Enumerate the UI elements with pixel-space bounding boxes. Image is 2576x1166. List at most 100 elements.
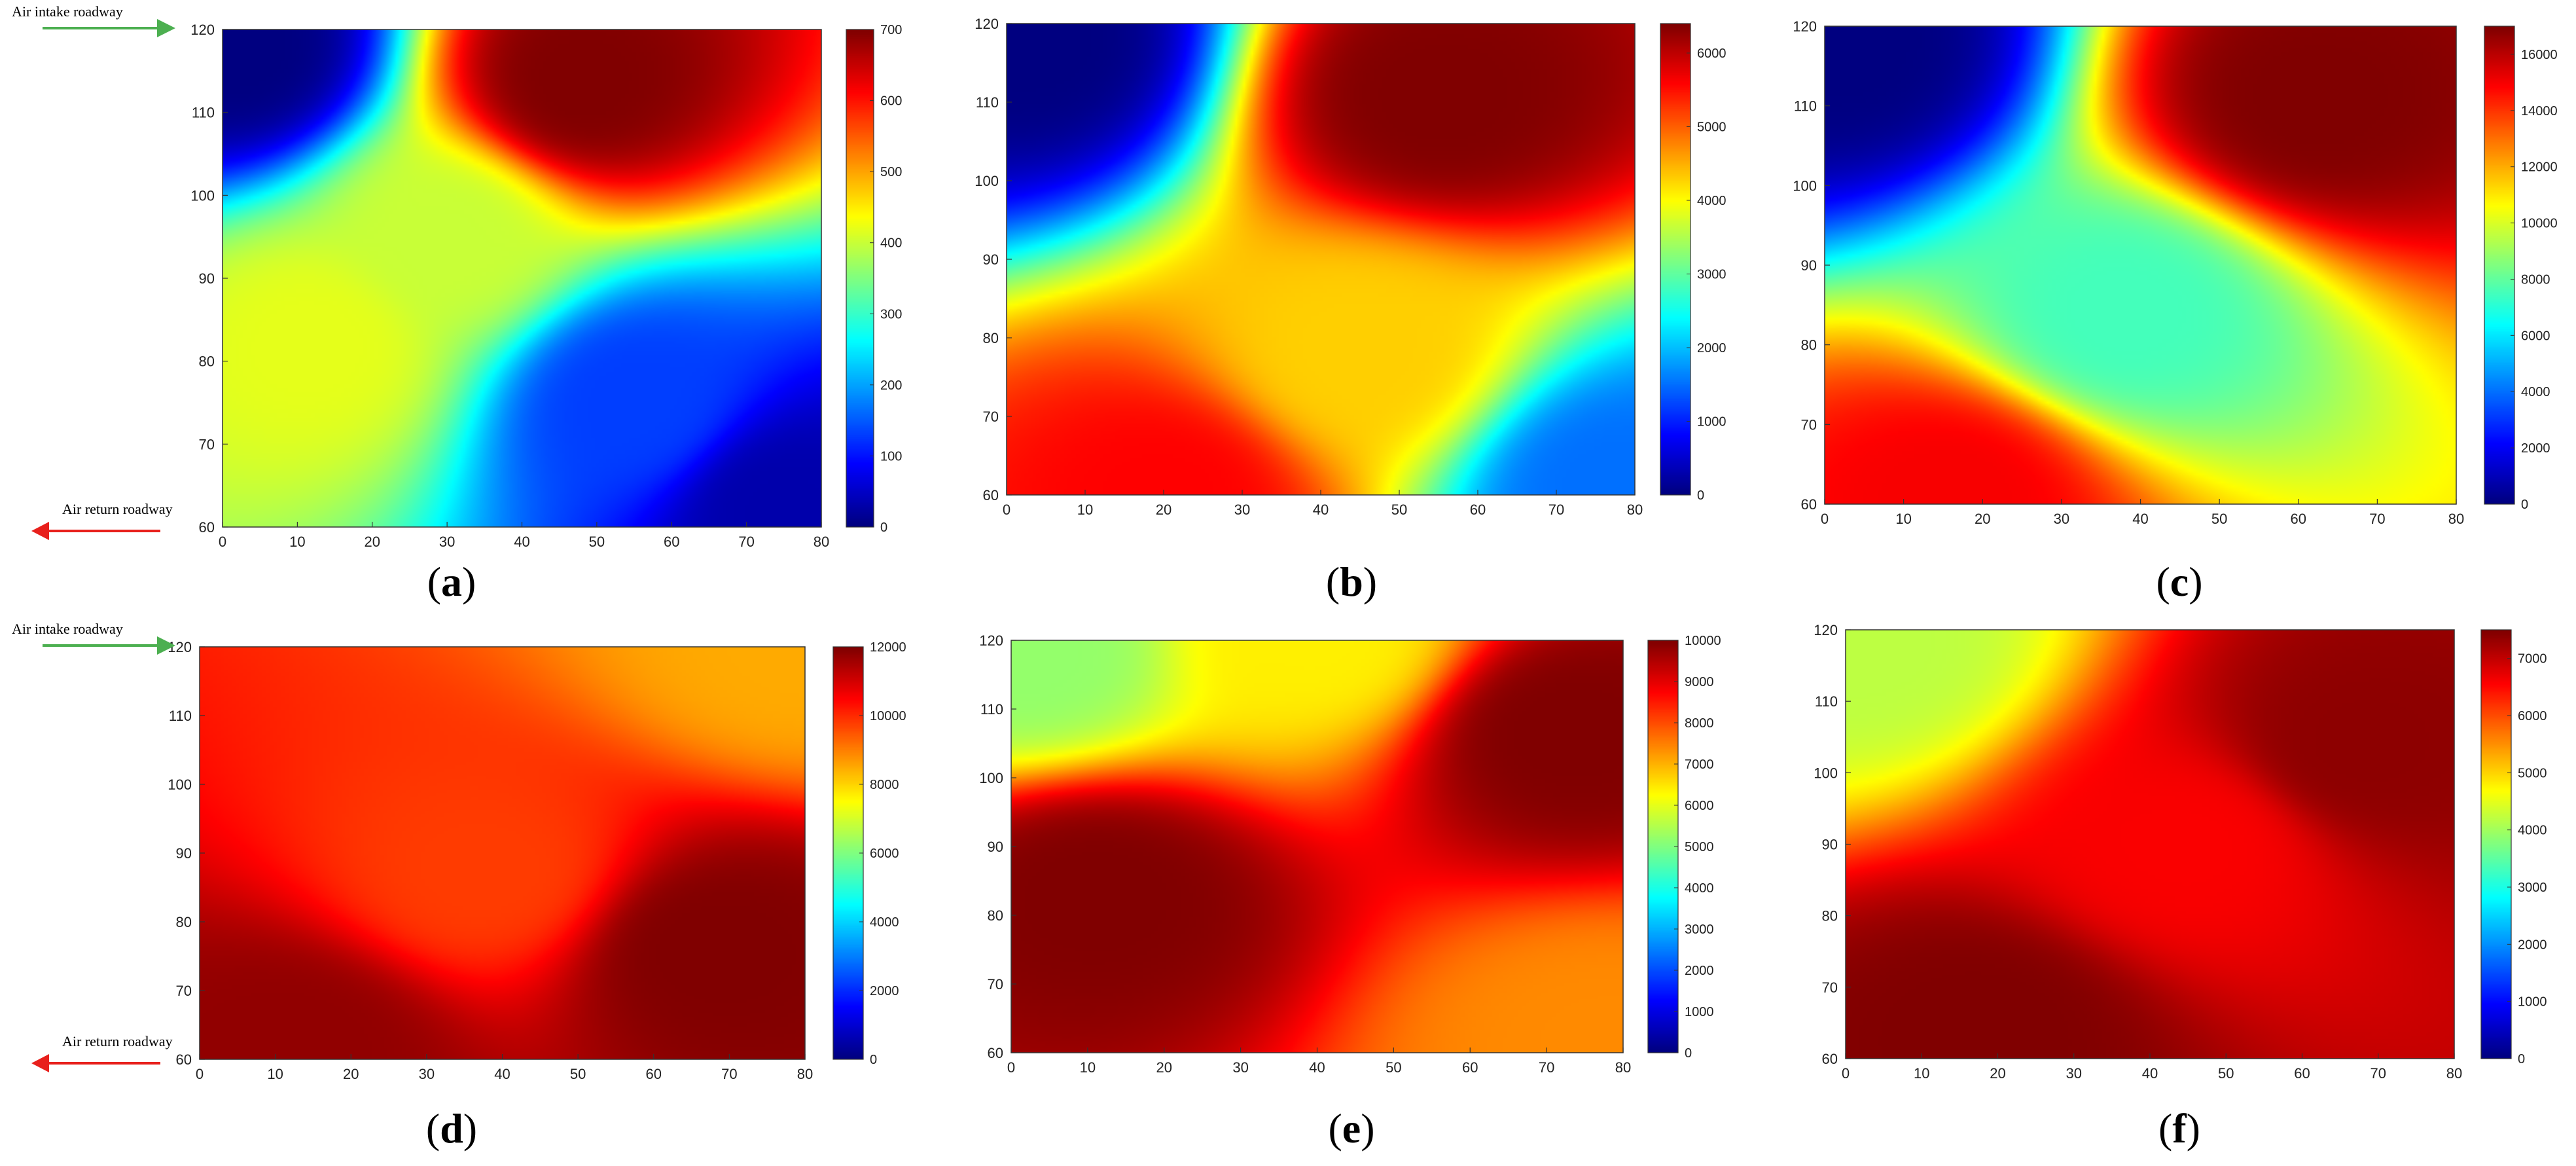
x-tick-label: 10 [1914,1065,1929,1082]
y-tick-label: 110 [192,105,215,121]
colorbar-tick-label: 400 [880,236,902,251]
y-tick-label: 70 [199,436,215,452]
y-tick-label: 70 [1822,979,1838,996]
colorbar-f [2481,630,2511,1059]
colorbar-tick-label: 8000 [2521,272,2550,287]
colorbar-tick-label: 0 [870,1053,877,1067]
x-tick-label: 50 [2218,1065,2234,1082]
y-tick-label: 60 [1822,1051,1838,1067]
x-tick-label: 50 [589,534,605,550]
colorbar-tick-label: 10000 [1685,634,1721,648]
colorbar-tick-label: 2000 [2518,938,2547,952]
colorbar-tick-label: 0 [1685,1046,1692,1061]
colorbar-tick-label: 16000 [2521,48,2558,62]
x-tick-label: 10 [1080,1059,1096,1076]
colorbar-tick-label: 4000 [1697,194,1726,208]
colorbar-tick-label: 5000 [1697,120,1726,135]
air-intake-arrow-head [157,19,175,37]
x-tick-label: 0 [1003,501,1011,518]
heatmap-field-d [200,647,805,1059]
x-tick-label: 80 [2448,511,2464,527]
colorbar-tick-label: 3000 [2518,881,2547,895]
colorbar-tick-label: 14000 [2521,104,2558,118]
y-tick-label: 120 [190,22,215,38]
y-tick-label: 120 [1793,18,1817,35]
y-tick-label: 120 [975,16,999,32]
x-tick-label: 0 [1007,1059,1015,1076]
y-tick-label: 80 [1801,337,1817,354]
y-tick-label: 70 [1801,416,1817,433]
heatmap-field-f [1846,630,2454,1059]
colorbar-tick-label: 0 [2521,498,2528,512]
x-tick-label: 40 [2132,511,2148,527]
y-tick-label: 110 [980,701,1003,718]
panel-label-e: (e) [1328,1105,1374,1152]
panel-c: 0 10 20 30 40 50 60 70 80 60 70 80 90 100 110 120 0 2000 4… [1793,18,2557,605]
panel-label-b: (b) [1326,558,1377,605]
y-tick-label: 90 [199,270,215,287]
colorbar-tick-label: 12000 [870,640,906,655]
colorbar-tick-label: 5000 [1685,840,1714,854]
colorbar-tick-label: 6000 [1685,799,1714,813]
y-tick-label: 90 [176,845,192,862]
y-tick-label: 60 [199,519,215,536]
x-tick-label: 0 [196,1066,204,1082]
y-tick-label: 120 [979,632,1003,649]
x-tick-label: 30 [1234,501,1250,518]
y-tick-label: 100 [1814,765,1838,781]
x-tick-label: 20 [1990,1065,2005,1082]
x-tick-label: 70 [738,534,754,550]
colorbar-tick-label: 7000 [2518,652,2547,666]
x-tick-label: 40 [1313,501,1329,518]
y-tick-label: 110 [1794,98,1817,115]
colorbar-frame [2484,26,2515,505]
colorbar-tick-label: 7000 [1685,757,1714,772]
x-tick-label: 10 [289,534,305,550]
x-tick-label: 60 [1462,1059,1478,1076]
colorbar-frame [2480,629,2512,1059]
x-tick-label: 40 [1309,1059,1325,1076]
y-tick-label: 60 [983,487,999,503]
colorbar-tick-label: 6000 [2518,709,2547,723]
y-tick-label: 70 [983,409,999,425]
colorbar-tick-label: 6000 [2521,329,2550,343]
x-tick-label: 70 [1539,1059,1554,1076]
colorbar-tick-label: 6000 [1697,46,1726,61]
x-tick-label: 20 [343,1066,359,1082]
x-tick-label: 50 [2211,511,2227,527]
x-tick-label: 60 [664,534,679,550]
colorbar-tick-label: 2000 [1685,964,1714,978]
y-tick-label: 80 [988,907,1003,924]
y-tick-label: 90 [988,839,1003,855]
x-tick-label: 20 [1156,501,1172,518]
air-return-label: Air return roadway [62,1033,173,1049]
colorbar-tick-label: 200 [880,378,902,393]
y-tick-label: 100 [168,776,192,793]
colorbar-d [833,647,863,1059]
y-tick-label: 80 [983,330,999,346]
colorbar-tick-label: 3000 [1685,922,1714,937]
x-tick-label: 70 [2370,1065,2386,1082]
colorbar-tick-label: 700 [880,23,902,37]
colorbar-tick-label: 0 [880,520,887,535]
x-tick-label: 40 [494,1066,510,1082]
colorbar-tick-label: 9000 [1685,675,1714,689]
y-tick-label: 90 [1801,257,1817,274]
y-tick-label: 100 [975,173,999,189]
colorbar-tick-label: 10000 [870,709,906,723]
panel-b: 0 10 20 30 40 50 60 70 80 60 70 80 90 100 110 120 0 1000 2… [975,16,1726,605]
air-return-label: Air return roadway [62,501,173,517]
y-tick-label: 90 [1822,837,1838,853]
x-tick-label: 60 [646,1066,662,1082]
colorbar-b [1660,24,1690,495]
x-tick-label: 40 [514,534,529,550]
colorbar-tick-label: 5000 [2518,766,2547,780]
colorbar-tick-label: 3000 [1697,268,1726,282]
colorbar-tick-label: 500 [880,165,902,179]
x-tick-label: 30 [2066,1065,2082,1082]
x-tick-label: 80 [2446,1065,2462,1082]
y-tick-label: 60 [176,1051,192,1068]
x-tick-label: 70 [2369,511,2385,527]
